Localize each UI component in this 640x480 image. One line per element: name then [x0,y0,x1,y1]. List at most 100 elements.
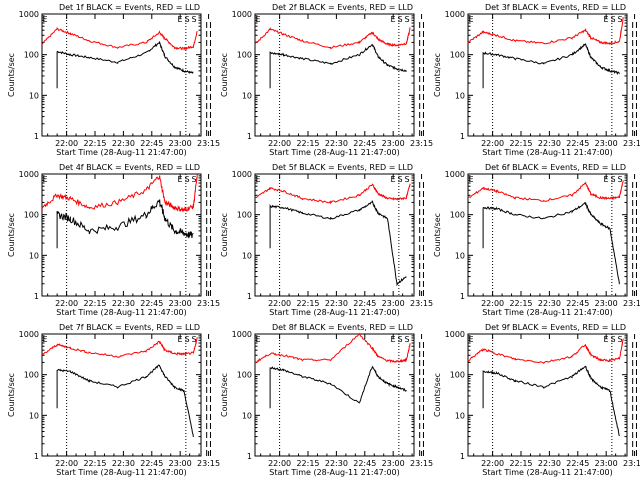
x-tick-label: 22:00 [481,139,504,148]
x-tick-label: 23:00 [169,139,192,148]
x-tick-label: 23:15 [197,459,220,468]
y-tick-label: 10 [455,411,465,420]
x-tick-label: 22:15 [83,459,106,468]
y-tick-label: 1 [460,292,465,301]
x-tick-label: 22:30 [325,459,348,468]
marker-label: E [468,15,473,24]
plot-frame [41,173,202,297]
y-tick-label: 100 [237,51,252,60]
x-tick-label: 22:45 [353,299,376,308]
marker-label: S [404,335,409,344]
x-tick-label: 23:00 [595,299,618,308]
y-tick-label: 1000 [445,170,465,179]
marker-label: S [397,15,402,24]
y-axis-label: Counts/sec [7,213,16,257]
y-tick-label: 100 [24,371,39,380]
y-tick-label: 100 [450,51,465,60]
y-tick-label: 100 [237,371,252,380]
x-tick-label: 23:15 [623,459,640,468]
x-tick-label: 22:45 [566,139,589,148]
marker-label: S [191,175,196,184]
series-lld [467,16,624,45]
y-tick-label: 10 [455,251,465,260]
marker-label: S [610,175,615,184]
chart-title: Det 2f BLACK = Events, RED = LLD [272,3,413,12]
x-axis-label: Start Time (28-Aug-11 21:47:00) [482,308,613,317]
panel-det-5f: Det 5f BLACK = Events, RED = LLD 1 10 100 10… [220,163,433,317]
series-events [269,199,407,287]
y-tick-label: 1000 [232,170,252,179]
x-tick-label: 22:30 [538,139,561,148]
y-tick-label: 1 [34,292,39,301]
marker-label: E [390,15,395,24]
marker-label: S [610,335,615,344]
chart-title: Det 1f BLACK = Events, RED = LLD [59,3,200,12]
plot-frame [41,13,202,137]
x-tick-label: 23:00 [595,139,618,148]
x-axis-label: Start Time (28-Aug-11 21:47:00) [482,148,613,157]
y-tick-label: 10 [242,411,252,420]
series-lld [41,337,198,359]
y-axis-label: Counts/sec [433,213,442,257]
chart-title: Det 3f BLACK = Events, RED = LLD [485,3,626,12]
x-tick-label: 23:15 [623,139,640,148]
series-lld [254,26,411,50]
series-lld [41,27,198,51]
x-tick-label: 23:15 [197,299,220,308]
marker-label: S [397,335,402,344]
series-events [56,199,194,249]
panel-det-4f: Det 4f BLACK = Events, RED = LLD 1 10 100 10… [7,163,220,317]
y-axis-label: Counts/sec [433,373,442,417]
x-tick-label: 22:00 [268,299,291,308]
x-tick-label: 22:30 [112,299,135,308]
x-tick-label: 22:00 [55,299,78,308]
x-tick-label: 22:15 [509,139,532,148]
series-lld [254,183,411,205]
y-tick-label: 100 [24,211,39,220]
marker-label: S [184,15,189,24]
marker-label: E [255,175,260,184]
x-tick-label: 22:15 [296,299,319,308]
y-axis-label: Counts/sec [220,213,229,257]
x-tick-label: 22:45 [140,139,163,148]
series-lld [467,180,624,202]
x-tick-label: 23:00 [595,459,618,468]
y-axis-label: Counts/sec [220,373,229,417]
marker-label: E [177,175,182,184]
y-tick-label: 100 [450,211,465,220]
x-tick-label: 22:00 [481,459,504,468]
y-tick-label: 1000 [232,330,252,339]
marker-label: E [42,335,47,344]
x-axis-label: Start Time (28-Aug-11 21:47:00) [482,468,613,477]
x-tick-label: 23:00 [169,459,192,468]
x-tick-label: 22:30 [538,459,561,468]
plot-frame [467,173,628,297]
series-events [482,365,620,437]
x-tick-label: 23:15 [197,139,220,148]
x-tick-label: 22:45 [140,459,163,468]
y-tick-label: 10 [455,91,465,100]
x-tick-label: 23:00 [382,459,405,468]
x-axis-label: Start Time (28-Aug-11 21:47:00) [269,148,400,157]
x-tick-label: 22:00 [481,299,504,308]
chart-title: Det 6f BLACK = Events, RED = LLD [485,163,626,172]
series-events [269,365,407,409]
y-tick-label: 100 [24,51,39,60]
series-lld [467,338,624,365]
marker-label: S [191,335,196,344]
marker-label: E [177,335,182,344]
plot-frame [254,173,415,297]
marker-label: S [404,175,409,184]
marker-label: E [603,175,608,184]
x-tick-label: 22:00 [55,139,78,148]
plot-frame [254,333,415,457]
y-tick-label: 1000 [232,10,252,19]
plot-frame [254,13,415,137]
y-tick-label: 1 [460,452,465,461]
panel-det-2f: Det 2f BLACK = Events, RED = LLD 1 10 100 10… [220,3,433,157]
marker-label: E [255,335,260,344]
series-events [56,41,194,89]
series-events [482,202,620,285]
marker-label: S [191,15,196,24]
